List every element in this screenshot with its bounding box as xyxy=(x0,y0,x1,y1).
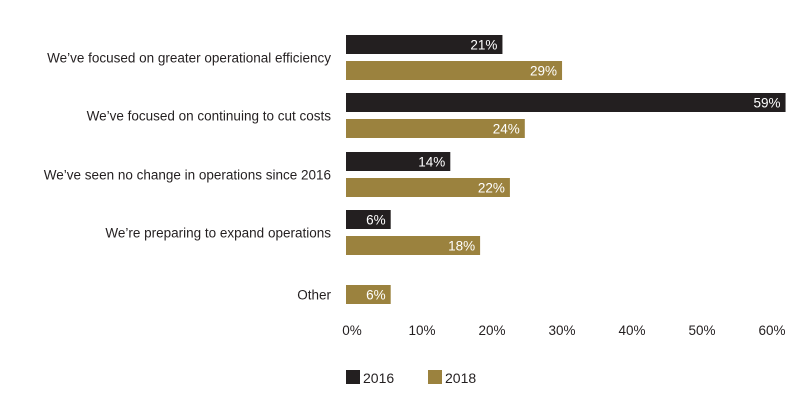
bar-2018 xyxy=(346,178,510,197)
data-label: 59% xyxy=(754,96,781,111)
category-label: We’ve focused on continuing to cut costs xyxy=(87,109,332,124)
data-label: 21% xyxy=(470,38,497,53)
bar-2016 xyxy=(346,152,451,171)
data-label: 14% xyxy=(418,155,445,170)
data-label: 6% xyxy=(366,288,386,303)
data-label: 29% xyxy=(530,64,557,79)
data-label: 22% xyxy=(478,181,505,196)
category-label: We’ve focused on greater operational eff… xyxy=(47,51,331,66)
bar-2018 xyxy=(346,236,481,255)
x-tick-label: 10% xyxy=(408,323,435,338)
x-tick-label: 0% xyxy=(342,323,362,338)
legend-swatch-2016 xyxy=(346,370,360,384)
data-label: 6% xyxy=(366,213,386,228)
legend-label: 2016 xyxy=(363,370,394,386)
x-tick-label: 60% xyxy=(758,323,785,338)
category-label: Other xyxy=(297,288,331,303)
data-label: 18% xyxy=(448,239,475,254)
x-tick-label: 30% xyxy=(548,323,575,338)
legend-swatch-2018 xyxy=(428,370,442,384)
legend-label: 2018 xyxy=(445,370,476,386)
bar-2016 xyxy=(346,93,786,112)
x-tick-label: 50% xyxy=(688,323,715,338)
bar-2016 xyxy=(346,210,391,229)
x-tick-label: 40% xyxy=(618,323,645,338)
data-label: 24% xyxy=(493,122,520,137)
bar-2018 xyxy=(346,61,563,80)
category-label: We’re preparing to expand operations xyxy=(105,226,331,241)
bar-2018 xyxy=(346,285,391,304)
category-label: We’ve seen no change in operations since… xyxy=(44,168,331,183)
x-tick-label: 20% xyxy=(478,323,505,338)
bar-2016 xyxy=(346,35,503,54)
bar-2018 xyxy=(346,119,525,138)
